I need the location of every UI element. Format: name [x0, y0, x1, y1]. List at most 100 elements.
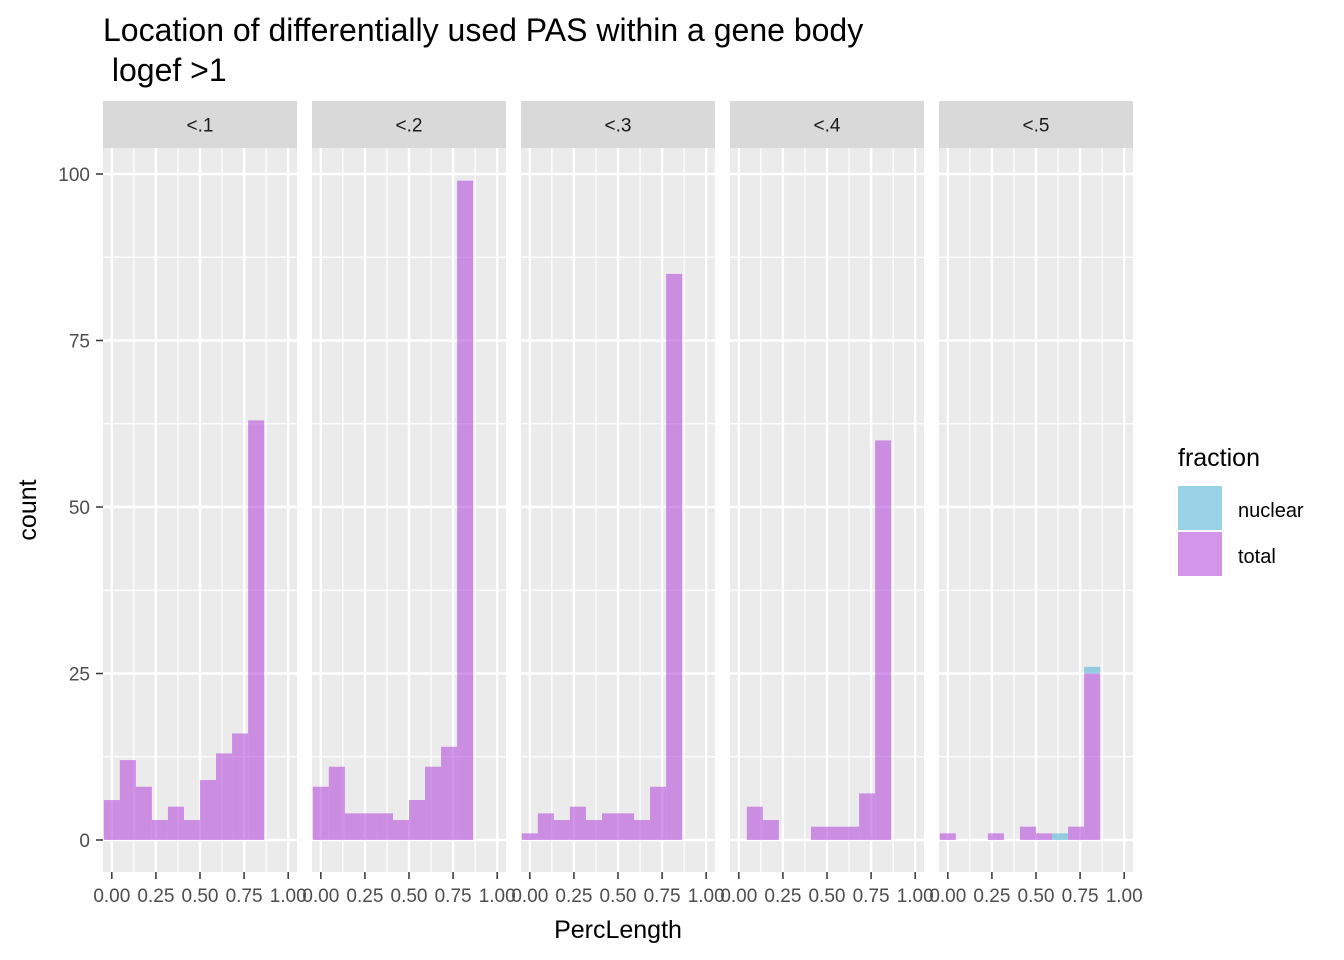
legend-key-nuclear — [1178, 486, 1222, 530]
bar-total — [457, 180, 474, 840]
x-tick-label: 0.00 — [720, 886, 757, 907]
bar-total — [666, 273, 683, 840]
bar-total — [1084, 673, 1101, 840]
bar-total — [200, 780, 217, 840]
x-tick-label: 1.00 — [479, 886, 516, 907]
chart-title-line-1: Location of differentially used PAS with… — [103, 12, 863, 48]
bar-total — [746, 806, 763, 840]
y-tick-label: 100 — [58, 165, 90, 186]
x-tick-label: 0.00 — [93, 886, 130, 907]
facet-strip — [939, 101, 1133, 148]
facet-strip — [730, 101, 924, 148]
bar-total — [135, 786, 152, 840]
bar-total — [360, 813, 377, 840]
x-tick-label: 0.50 — [1018, 886, 1055, 907]
bar-total — [232, 733, 249, 840]
bar-total — [601, 813, 618, 840]
bar-total — [409, 800, 426, 840]
facet-panel-2: <.2 0.00 0.25 0.50 0.75 1.00 — [302, 101, 516, 907]
bar-total — [425, 766, 442, 840]
bar-total — [216, 753, 233, 840]
facet-panel-1: <.1 0.00 0.25 0.50 0.75 1.00 — [93, 101, 307, 907]
bar-total — [843, 826, 860, 840]
legend-label-total: total — [1238, 546, 1276, 568]
bar-total — [1068, 826, 1085, 840]
x-tick-label: 0.75 — [435, 886, 472, 907]
bar-total — [569, 806, 586, 840]
x-tick-label: 0.50 — [600, 886, 637, 907]
x-tick-label: 0.75 — [853, 886, 890, 907]
x-tick-label: 0.25 — [346, 886, 383, 907]
legend-key-total — [1178, 532, 1222, 576]
x-tick-label: 0.75 — [1062, 886, 1099, 907]
facet-panel-3: <.3 0.00 0.25 0.50 0.75 1.00 — [511, 101, 725, 907]
facet-panel-4: <.4 0.00 0.25 0.50 0.75 1.00 — [720, 101, 934, 907]
y-tick-label: 75 — [69, 332, 90, 353]
x-axis-label: PercLength — [554, 916, 682, 944]
facet-strip-label: <.4 — [814, 116, 841, 137]
bar-total — [618, 813, 635, 840]
facet-strip-label: <.3 — [605, 116, 632, 137]
x-tick-label: 0.25 — [973, 886, 1010, 907]
x-tick-label: 0.00 — [511, 886, 548, 907]
bar-total — [585, 820, 602, 840]
x-tick-label: 0.25 — [555, 886, 592, 907]
bar-total — [151, 820, 168, 840]
x-tick-label: 1.00 — [270, 886, 307, 907]
bar-total — [1036, 833, 1053, 840]
x-tick-label: 1.00 — [688, 886, 725, 907]
facet-strip-label: <.5 — [1023, 116, 1050, 137]
y-tick-label: 0 — [79, 831, 90, 852]
bar-total — [312, 786, 329, 840]
x-tick-label: 0.50 — [391, 886, 428, 907]
y-axis-label: count — [14, 479, 42, 540]
chart-title: Location of differentially used PAS with… — [103, 12, 863, 88]
bar-total — [167, 806, 184, 840]
x-tick-label: 0.25 — [764, 886, 801, 907]
facet-strip — [103, 101, 297, 148]
bar-total — [119, 760, 136, 840]
bar-total — [376, 813, 393, 840]
bar-total — [553, 820, 570, 840]
bar-total — [810, 826, 827, 840]
y-tick-label: 25 — [69, 665, 90, 686]
bar-total — [344, 813, 361, 840]
chart-title-line-2: logef >1 — [103, 52, 227, 88]
facet-strip — [521, 101, 715, 148]
bar-total — [634, 820, 651, 840]
x-tick-label: 0.50 — [182, 886, 219, 907]
bar-total — [987, 833, 1004, 840]
x-tick-label: 1.00 — [1106, 886, 1143, 907]
bar-total — [859, 793, 876, 840]
bar-total — [392, 820, 409, 840]
bar-total — [650, 786, 667, 840]
y-tick-label: 50 — [69, 498, 90, 519]
bar-total — [103, 800, 120, 840]
bar-total — [441, 746, 458, 840]
y-axis: 0 25 50 75 100 — [58, 165, 103, 852]
facet-panel-5: <.5 0.00 0.25 0.50 0.75 1.00 — [929, 101, 1143, 907]
bar-total — [328, 766, 345, 840]
facet-strip — [312, 101, 506, 148]
x-tick-label: 1.00 — [897, 886, 934, 907]
x-tick-label: 0.00 — [929, 886, 966, 907]
bar-total — [827, 826, 844, 840]
bar-total — [521, 833, 538, 840]
x-tick-label: 0.50 — [809, 886, 846, 907]
legend: fraction nuclear total — [1178, 444, 1304, 576]
x-tick-label: 0.00 — [302, 886, 339, 907]
x-tick-label: 0.25 — [137, 886, 174, 907]
bar-total — [183, 820, 200, 840]
bar-nuclear — [1084, 666, 1101, 674]
bar-total — [248, 420, 265, 840]
bar-nuclear — [1052, 833, 1069, 840]
bar-total — [939, 833, 956, 840]
x-tick-label: 0.75 — [226, 886, 263, 907]
legend-label-nuclear: nuclear — [1238, 500, 1304, 522]
bar-total — [537, 813, 554, 840]
facet-panels: <.1 0.00 0.25 0.50 0.75 1.00 <.2 0.00 0.25 0.50 0.… — [93, 101, 1143, 907]
facet-strip-label: <.2 — [396, 116, 423, 137]
x-tick-label: 0.75 — [644, 886, 681, 907]
facet-strip-label: <.1 — [187, 116, 214, 137]
